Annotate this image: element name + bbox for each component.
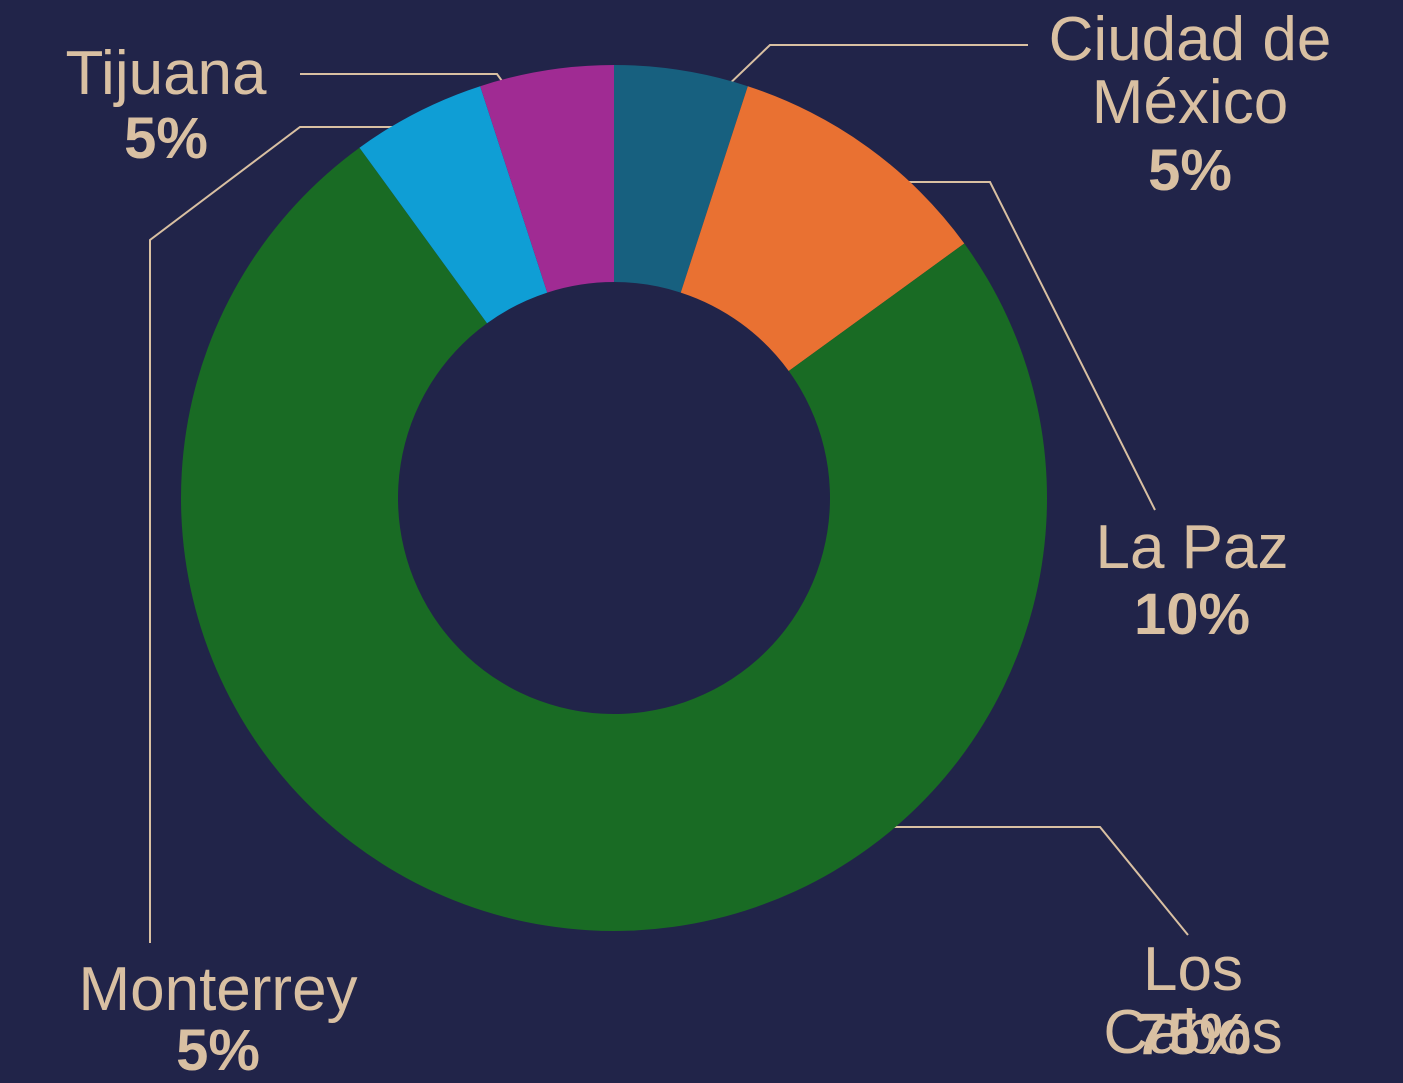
donut-slice <box>480 65 614 293</box>
category-label: Ciudad de México <box>1048 5 1332 137</box>
category-label: Monterrey <box>78 955 358 1024</box>
value-label: 5% <box>124 106 208 171</box>
value-label: 75% <box>1134 1002 1252 1067</box>
category-label: Tijuana <box>65 39 267 108</box>
value-label: 5% <box>176 1018 260 1083</box>
value-label: 5% <box>1148 138 1232 203</box>
leader-line <box>822 826 1189 936</box>
leader-line <box>149 126 443 943</box>
category-label: Los Cabos <box>1103 935 1283 1067</box>
donut-slice <box>614 65 748 293</box>
donut-slice <box>181 147 1048 931</box>
donut-slice <box>359 86 548 324</box>
category-label: La Paz <box>1095 513 1289 582</box>
donut-slice <box>680 86 965 372</box>
value-label: 10% <box>1133 582 1251 647</box>
